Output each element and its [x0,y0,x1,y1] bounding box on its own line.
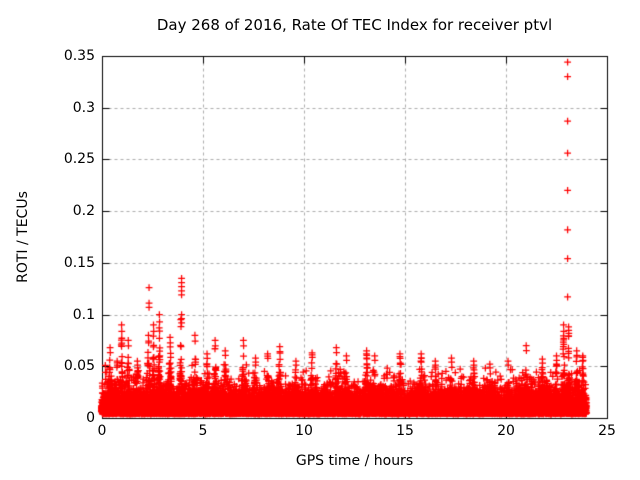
x-tick-label: 5 [198,423,208,439]
chart-title: Day 268 of 2016, Rate Of TEC Index for r… [156,16,553,34]
y-tick-label: 0.2 [72,203,95,220]
x-tick-label: 10 [295,423,313,439]
y-tick-label: 0 [86,410,95,426]
x-tick-label: 25 [598,423,616,439]
y-tick-label: 0.25 [63,151,95,168]
y-tick-label: 0.35 [63,48,95,64]
x-tick-label: 15 [396,423,414,439]
y-tick-label: 0.05 [63,358,95,375]
x-tick-label: 0 [97,423,107,439]
y-tick-label: 0.3 [72,99,95,116]
y-tick-label: 0.1 [72,306,95,323]
x-tick-label: 20 [497,423,515,439]
y-tick-label: 0.15 [63,254,95,271]
x-axis-label: GPS time / hours [295,453,414,469]
